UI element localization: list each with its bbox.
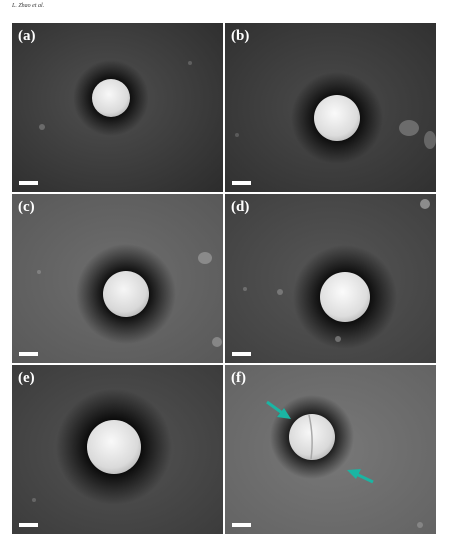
scale-bar (19, 523, 38, 527)
particle (320, 272, 370, 322)
panel-d: (d) (225, 194, 436, 363)
panel-label-e: (e) (18, 370, 35, 386)
panel-b: (b) (225, 23, 436, 192)
tem-micrograph-f (225, 365, 436, 534)
tem-micrograph-b (225, 23, 436, 192)
tem-micrograph-a (12, 23, 223, 192)
tem-micrograph-c (12, 194, 223, 363)
panel-label-d: (d) (231, 199, 250, 215)
panel-f: (f) (225, 365, 436, 534)
panel-e: (e) (12, 365, 223, 534)
running-header-authors: L. Zhao et al. (12, 3, 45, 9)
panel-a: (a) (12, 23, 223, 192)
scale-bar (232, 523, 251, 527)
panel-label-f: (f) (231, 370, 246, 386)
tem-micrograph-e (12, 365, 223, 534)
arrow-upper-left-icon (266, 400, 291, 419)
scale-bar (232, 352, 251, 356)
particle (103, 271, 149, 317)
scale-bar (19, 181, 38, 185)
particle (92, 79, 130, 117)
panel-label-b: (b) (231, 28, 250, 44)
particle (314, 95, 360, 141)
panel-label-c: (c) (18, 199, 35, 215)
arrow-lower-right-icon (347, 469, 374, 484)
panel-label-a: (a) (18, 28, 36, 44)
scale-bar (19, 352, 38, 356)
particle (87, 420, 141, 474)
tem-micrograph-d (225, 194, 436, 363)
tem-figure-grid: (a) (12, 23, 436, 534)
panel-c: (c) (12, 194, 223, 363)
scale-bar (232, 181, 251, 185)
